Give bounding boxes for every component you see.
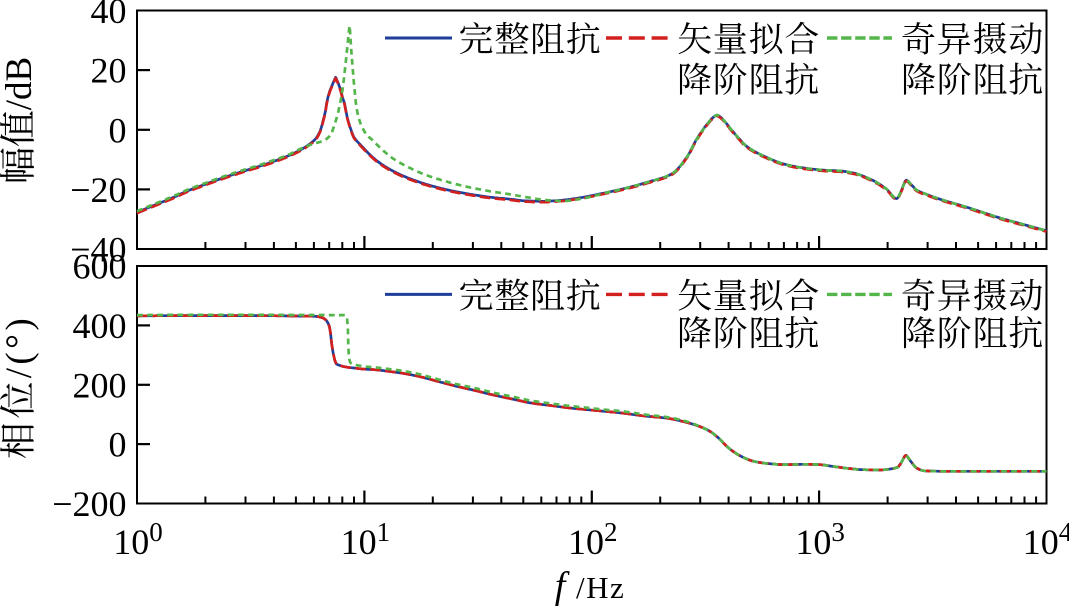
svg-text:完整阻抗: 完整阻抗 — [459, 269, 602, 319]
svg-text:相位/(°): 相位/(°) — [0, 315, 42, 459]
svg-text:降阶阻抗: 降阶阻抗 — [677, 306, 820, 356]
svg-text:20: 20 — [91, 51, 127, 91]
svg-text:降阶阻抗: 降阶阻抗 — [901, 306, 1044, 356]
svg-text:矢量拟合: 矢量拟合 — [677, 12, 820, 62]
svg-text:40: 40 — [91, 0, 127, 31]
svg-text:600: 600 — [73, 247, 127, 287]
svg-text:降阶阻抗: 降阶阻抗 — [901, 53, 1044, 103]
svg-text:奇异摄动: 奇异摄动 — [901, 269, 1044, 319]
svg-text:400: 400 — [73, 306, 127, 346]
svg-text:0: 0 — [109, 110, 127, 150]
svg-text:幅值/dB: 幅值/dB — [0, 57, 42, 184]
svg-text:200: 200 — [73, 365, 127, 405]
svg-text:降阶阻抗: 降阶阻抗 — [677, 53, 820, 103]
svg-text:矢量拟合: 矢量拟合 — [677, 269, 820, 319]
svg-text:−200: −200 — [52, 484, 126, 524]
svg-text:奇异摄动: 奇异摄动 — [901, 12, 1044, 62]
svg-text:f /Hz: f /Hz — [555, 565, 626, 607]
svg-text:完整阻抗: 完整阻抗 — [459, 12, 602, 62]
svg-text:0: 0 — [109, 425, 127, 465]
svg-text:−20: −20 — [70, 170, 126, 210]
svg-text:−40: −40 — [70, 230, 126, 270]
